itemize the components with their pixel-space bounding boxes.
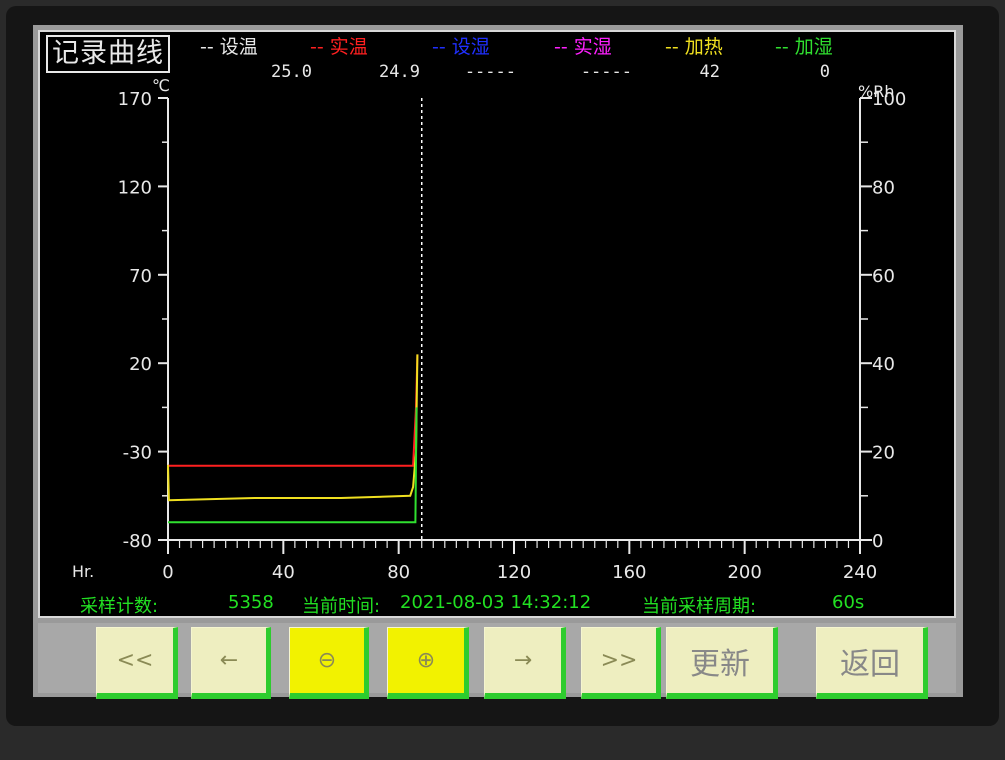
- left-tick-label: -30: [123, 443, 152, 464]
- right-tick-label: 80: [872, 177, 895, 198]
- right-tick-label: 100: [872, 89, 906, 110]
- sample-period-label: 当前采样周期:: [642, 596, 757, 617]
- right-tick-label: 40: [872, 354, 895, 375]
- back-label: 返回: [840, 646, 900, 682]
- series-加热: [167, 354, 419, 502]
- x-tick-label: 40: [272, 562, 295, 583]
- series-实温: [168, 354, 419, 467]
- actual-temp-value: 24.9: [379, 62, 420, 82]
- first-page-button[interactable]: <<: [96, 627, 178, 699]
- heating-value: 42: [699, 62, 720, 82]
- set-temp-value: 25.0: [271, 62, 312, 82]
- x-tick-label: 160: [612, 562, 646, 583]
- navigation-bar: << ← ⊖ ⊕ → >> 更新 返回: [38, 623, 956, 699]
- legend-set-temp: -- 设温: [200, 36, 258, 58]
- zoom-in-icon: ⊕: [416, 648, 436, 673]
- double-right-icon: >>: [600, 648, 638, 673]
- page-title: 记录曲线: [46, 35, 170, 73]
- x-tick-label: 120: [497, 562, 531, 583]
- x-tick-label: 240: [843, 562, 877, 583]
- right-tick-label: 0: [872, 531, 883, 552]
- left-arrow-icon: ←: [219, 648, 239, 673]
- x-tick-label: 200: [727, 562, 761, 583]
- right-tick-label: 20: [872, 443, 895, 464]
- record-curve-panel: 记录曲线 -- 设温 -- 实温 -- 设湿 -- 实湿 -- 加热 -- 加湿…: [38, 30, 956, 618]
- left-tick-label: 20: [129, 354, 152, 375]
- legend-set-humidity: -- 设湿: [432, 36, 490, 58]
- actual-humidity-value: -----: [580, 62, 632, 82]
- hmi-screen: 记录曲线 -- 设温 -- 实温 -- 设湿 -- 实湿 -- 加热 -- 加湿…: [33, 25, 963, 699]
- left-tick-label: 120: [118, 177, 152, 198]
- zoom-in-button[interactable]: ⊕: [387, 627, 469, 699]
- current-time-value: 2021-08-03 14:32:12: [400, 592, 592, 613]
- scroll-right-button[interactable]: →: [484, 627, 566, 699]
- series-加湿: [168, 407, 418, 524]
- x-tick-label: 0: [162, 562, 173, 583]
- sample-period-value: 60s: [832, 592, 865, 613]
- refresh-label: 更新: [690, 646, 750, 682]
- refresh-button[interactable]: 更新: [666, 627, 778, 699]
- scroll-left-button[interactable]: ←: [191, 627, 271, 699]
- back-button[interactable]: 返回: [816, 627, 928, 699]
- zoom-out-button[interactable]: ⊖: [289, 627, 369, 699]
- time-unit: Hr.: [72, 562, 95, 581]
- temp-unit: ℃: [152, 76, 170, 95]
- legend-humidifying: -- 加湿: [775, 36, 833, 58]
- legend-actual-temp: -- 实温: [310, 36, 368, 58]
- last-page-button[interactable]: >>: [581, 627, 661, 699]
- humidifying-value: 0: [819, 62, 830, 82]
- right-tick-label: 60: [872, 266, 895, 287]
- legend-heating: -- 加热: [665, 36, 723, 58]
- current-time-label: 当前时间:: [302, 596, 381, 617]
- left-tick-label: 170: [118, 89, 152, 110]
- sample-count-label: 采样计数:: [80, 596, 159, 617]
- sample-count-value: 5358: [228, 592, 274, 613]
- zoom-out-icon: ⊖: [317, 648, 337, 673]
- right-arrow-icon: →: [513, 648, 533, 673]
- left-tick-label: 70: [129, 266, 152, 287]
- humidity-unit: %Rh: [858, 82, 895, 101]
- left-tick-label: -80: [123, 531, 152, 552]
- legend-actual-humidity: -- 实湿: [554, 36, 612, 58]
- set-humidity-value: -----: [464, 62, 516, 82]
- x-tick-label: 80: [387, 562, 410, 583]
- double-left-icon: <<: [116, 648, 154, 673]
